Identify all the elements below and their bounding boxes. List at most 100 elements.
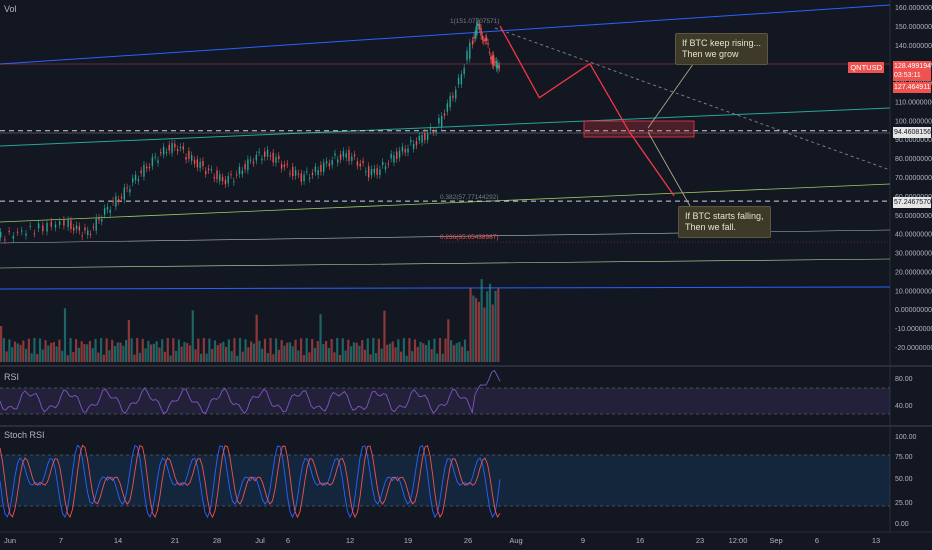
candle-body	[54, 224, 57, 228]
note-fall[interactable]: If BTC starts falling, Then we fall.	[678, 206, 771, 238]
volume-bar	[297, 350, 300, 362]
price-tick-label: 150.00000000	[895, 24, 932, 31]
candle-body	[373, 168, 375, 173]
candle-body	[168, 144, 170, 151]
candle-body	[278, 155, 280, 160]
candle-body	[398, 150, 401, 158]
volume-bar	[333, 352, 336, 362]
candle-body	[81, 235, 83, 237]
price-tick-label: 140.00000000	[895, 43, 932, 50]
volume-bar	[236, 355, 239, 362]
candle-body	[477, 23, 479, 27]
vol-indicator-title[interactable]: Vol	[4, 4, 17, 14]
volume-bar	[472, 295, 475, 362]
note-fall-connector	[647, 131, 691, 207]
candle-body	[221, 177, 224, 182]
level2-tag: 57.24675707	[893, 197, 931, 208]
volume-bar	[77, 347, 80, 362]
note-rise[interactable]: If BTC keep rising... Then we grow	[675, 33, 769, 65]
volume-bar	[252, 343, 255, 362]
volume-bar	[463, 339, 467, 362]
volume-bar	[280, 340, 283, 362]
fib-label-low: 0.236(35.65438987)	[440, 234, 499, 241]
volume-bar	[225, 346, 228, 362]
volume-bar	[263, 338, 267, 362]
candle-body	[317, 170, 319, 175]
price-tick-label: 20.00000000	[895, 269, 932, 276]
volume-bar	[5, 351, 8, 362]
candle-body	[460, 74, 463, 85]
volume-bar	[219, 343, 222, 362]
candle-body	[424, 132, 426, 141]
candle-body	[188, 150, 190, 159]
candle-body	[157, 160, 159, 163]
last-price-tag: 128.49919454 03:53:11	[893, 61, 931, 81]
time-tick-label: 12:00	[729, 536, 748, 545]
volume-bar	[275, 338, 278, 362]
candle-body	[314, 166, 317, 172]
candle-body	[393, 155, 395, 163]
candle-body	[308, 177, 311, 179]
candle-body	[16, 231, 19, 233]
volume-bar	[222, 341, 225, 362]
volume-bar	[308, 352, 311, 362]
time-tick-label: 28	[213, 536, 221, 545]
volume-bar	[186, 343, 189, 362]
price-tick-label: -10.00000000	[895, 326, 932, 333]
price-tick-label: 10.00000000	[895, 288, 932, 295]
volume-bar	[486, 291, 489, 362]
volume-bar	[22, 340, 25, 362]
volume-bar	[175, 350, 178, 362]
note-rise-connector	[647, 59, 697, 129]
candle-body	[331, 160, 333, 165]
fib-label-top: 1(151.07707571)	[450, 18, 500, 25]
time-tick-label: 14	[114, 536, 122, 545]
volume-bar	[397, 339, 400, 362]
candle-body	[84, 227, 86, 231]
volume-bar	[455, 343, 458, 362]
candle-body	[418, 135, 420, 141]
green-trend-line	[0, 183, 891, 223]
candle-body	[78, 226, 81, 231]
volume-bar	[16, 343, 19, 362]
candle-body	[261, 158, 263, 161]
candle-body	[269, 155, 272, 157]
volume-bar	[158, 347, 161, 362]
candle-body	[449, 95, 451, 108]
volume-bar	[97, 352, 100, 362]
candle-body	[98, 217, 100, 221]
volume-bar	[491, 304, 494, 362]
candle-body	[67, 219, 69, 228]
volume-bar	[344, 350, 347, 362]
volume-bar	[163, 351, 167, 362]
volume-bar	[444, 338, 447, 362]
candle-body	[404, 148, 406, 153]
candle-body	[272, 152, 274, 163]
stoch-rsi-indicator-title[interactable]: Stoch RSI	[4, 430, 45, 440]
stoch-tick-label: 100.00	[895, 434, 917, 441]
volume-bar	[150, 344, 153, 362]
candle-body	[390, 153, 392, 159]
volume-bar	[88, 340, 92, 362]
volume-bar	[363, 349, 367, 362]
volume-bar	[105, 338, 108, 362]
candle-body	[356, 161, 359, 166]
stoch-tick-label: 25.00	[895, 500, 913, 507]
time-tick-label: Jul	[255, 536, 265, 545]
volume-bar	[413, 339, 417, 362]
candle-body	[441, 115, 443, 127]
volume-bar	[277, 349, 280, 362]
candle-body	[334, 153, 336, 156]
candle-body	[46, 223, 48, 232]
teal-trend-line	[0, 107, 891, 147]
volume-bar	[427, 340, 430, 362]
volume-bar	[125, 339, 128, 362]
candle-body	[469, 42, 471, 59]
rsi-indicator-title[interactable]: RSI	[4, 372, 20, 382]
stoch-k-line	[0, 444, 501, 519]
candle-body	[480, 27, 482, 36]
volume-bar	[422, 343, 425, 362]
volume-bar	[216, 345, 219, 362]
target-zone-box	[583, 120, 695, 138]
